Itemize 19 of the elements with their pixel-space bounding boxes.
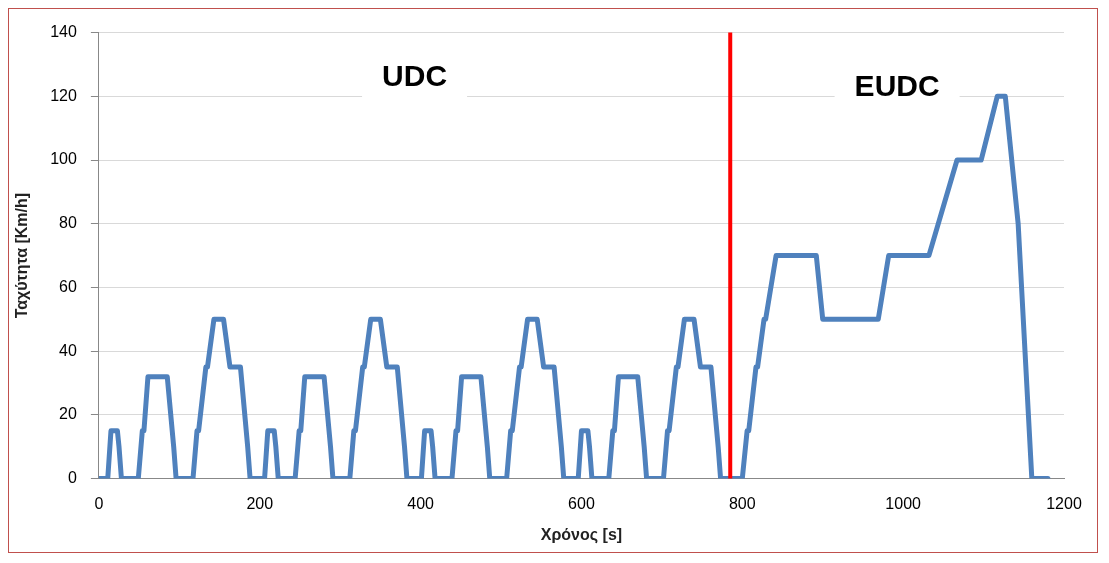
x-tick-label: 0 [94,494,104,512]
x-tick-label: 600 [568,494,595,512]
y-tick-label: 100 [50,150,77,168]
y-axis-title: Ταχύτητα [Km/h] [13,192,31,319]
y-tick-label: 20 [59,405,77,423]
x-axis-title: Χρόνος [s] [540,525,623,544]
x-tick-label: 800 [728,494,756,512]
x-tick-label: 1200 [1046,494,1082,512]
annotation: EUDC [854,68,940,102]
y-tick-label: 60 [59,277,77,295]
y-tick-label: 0 [67,469,77,487]
annotation: UDC [382,58,448,92]
x-tick-label: 200 [246,494,274,512]
y-tick-label: 40 [59,341,77,359]
y-tick-label: 120 [50,86,77,104]
x-tick-label: 1000 [885,494,922,512]
y-tick-label: 140 [50,23,77,41]
x-tick-label: 400 [407,494,435,512]
y-tick-label: 80 [59,214,77,232]
